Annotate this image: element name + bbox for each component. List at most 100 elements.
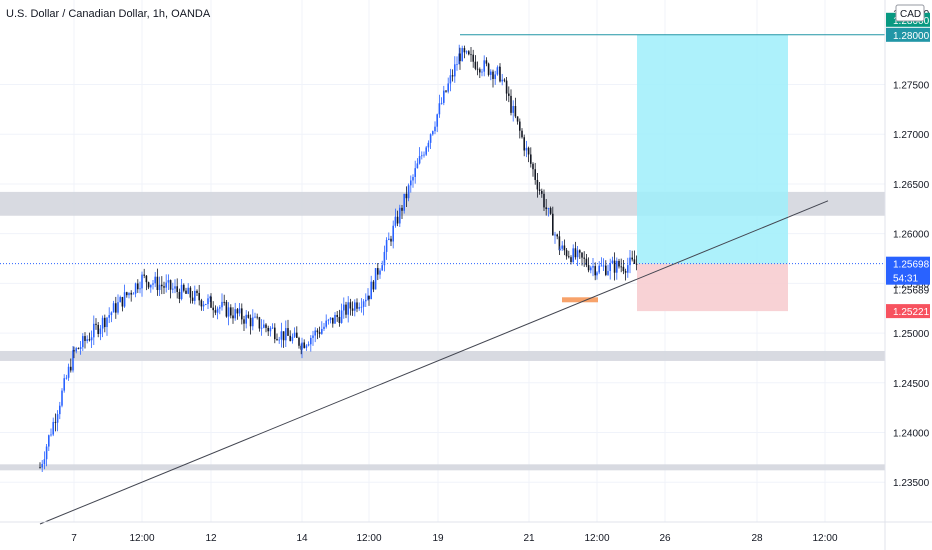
candle-body (525, 147, 528, 151)
candle-body (499, 66, 501, 82)
candle-body (154, 276, 156, 284)
x-tick-label: 12:00 (356, 533, 381, 544)
candle-body (216, 308, 219, 313)
candle-body (176, 286, 178, 292)
currency-badge[interactable]: CAD (895, 4, 925, 22)
candle-body (587, 265, 590, 271)
candle-body (276, 339, 278, 340)
candle-body (447, 83, 449, 92)
candle-body (200, 300, 203, 307)
candle-body (95, 323, 97, 325)
candle-body (207, 298, 209, 305)
candle-body (356, 302, 358, 309)
candle-body (191, 297, 194, 301)
candle-body (627, 265, 629, 273)
candle-body (390, 238, 392, 242)
candle-body (594, 266, 596, 276)
candle-body (225, 301, 228, 317)
candle-body (340, 310, 343, 323)
candle-body (86, 339, 88, 341)
candle-body (334, 314, 336, 324)
candle-body (63, 378, 65, 391)
candle-body (178, 291, 181, 300)
candle-body (368, 295, 370, 300)
candle-body (370, 281, 372, 300)
candle-body (198, 292, 200, 301)
candle-body (592, 266, 594, 268)
candle-body (613, 260, 616, 273)
candle-body (436, 114, 438, 127)
candle-body (383, 251, 386, 266)
candle-body (245, 314, 247, 324)
candle-body (351, 308, 354, 311)
candle-body (61, 390, 63, 406)
stop-price-badge-text: 1.25221 (893, 307, 930, 318)
below-current-label: 1.25689 (893, 286, 930, 297)
candle-body (196, 290, 198, 293)
candle-body (561, 245, 563, 249)
x-tick-label: 26 (659, 533, 671, 544)
candle-body (50, 434, 52, 436)
candle-body (512, 106, 514, 113)
candle-body (443, 90, 445, 103)
y-tick-label: 1.26000 (893, 230, 930, 241)
candle-body (43, 459, 46, 464)
candle-body (388, 238, 390, 241)
x-tick-label: 7 (71, 533, 77, 544)
candle-body (396, 216, 399, 224)
candle-body (620, 266, 622, 268)
candle-body (219, 307, 221, 309)
candle-body (609, 263, 611, 271)
candle-body (101, 317, 104, 329)
candle-body (481, 71, 483, 73)
candle-body (492, 71, 494, 79)
current-price-badge-bg (886, 256, 930, 285)
x-tick-label: 12 (205, 533, 217, 544)
long-position-tool[interactable] (0, 34, 885, 312)
zone-3 (0, 464, 885, 471)
candle-body (48, 435, 50, 447)
candle-body (412, 176, 414, 181)
candle-body (254, 316, 256, 318)
candle-body (329, 317, 332, 320)
y-tick-label: 1.24000 (893, 429, 930, 440)
candle-body (163, 286, 165, 288)
zone-2 (0, 350, 885, 361)
candle-body (282, 331, 285, 341)
candle-body (600, 265, 603, 267)
candle-body (456, 64, 458, 65)
candle-body (358, 307, 360, 309)
candle-body (180, 284, 183, 300)
candle-body (527, 147, 530, 155)
candle-body (145, 275, 148, 283)
candle-body (494, 74, 496, 79)
candle-body (403, 193, 405, 211)
candle-body (236, 309, 239, 314)
candle-body (596, 272, 598, 276)
candle-body (117, 302, 119, 313)
candle-body (611, 260, 614, 264)
candle-body (445, 90, 447, 92)
candle-body (234, 309, 236, 319)
candle-body (93, 323, 95, 338)
candle-body (271, 327, 274, 329)
candle-body (143, 274, 145, 276)
candle-body (289, 335, 291, 341)
candle-body (401, 207, 403, 211)
candle-body (416, 163, 419, 169)
trendline[interactable] (39, 200, 829, 525)
order-block-marker (562, 297, 598, 303)
candlestick-series (39, 44, 638, 472)
candle-body (618, 260, 620, 267)
candle-body (367, 295, 369, 300)
candle-body (75, 348, 77, 352)
candle-body (532, 163, 534, 170)
candle-body (385, 240, 388, 252)
candle-body (123, 292, 126, 307)
candle-body (399, 207, 401, 224)
candle-body (56, 414, 59, 423)
candle-body (221, 301, 223, 308)
candle-body (381, 265, 383, 271)
